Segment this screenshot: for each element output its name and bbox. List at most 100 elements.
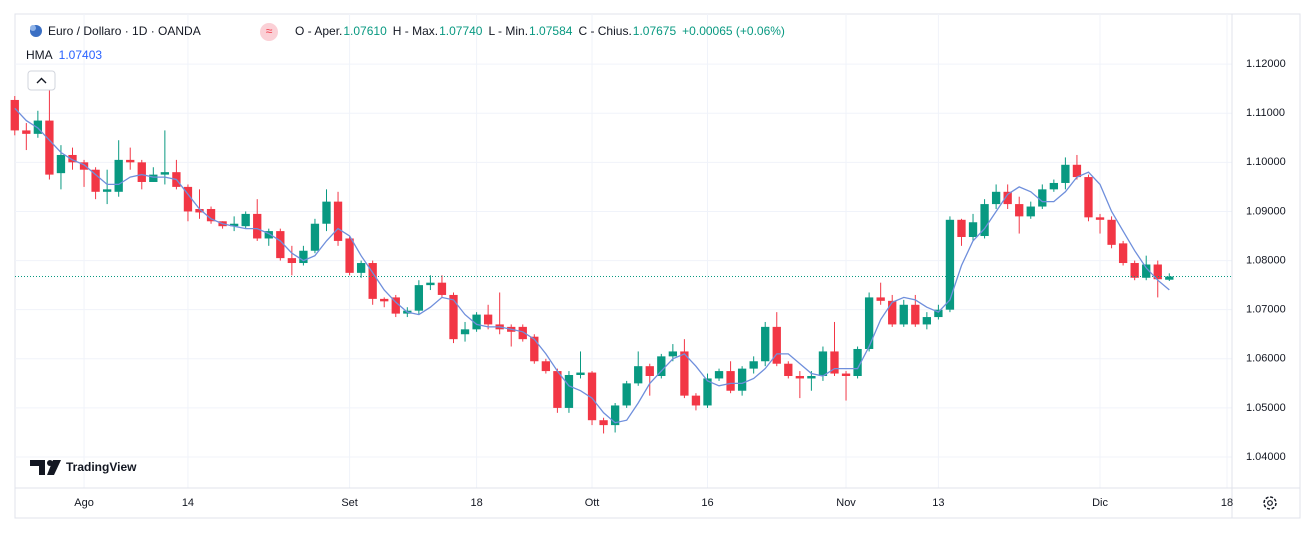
candle-body — [830, 351, 839, 374]
candle-body — [634, 366, 643, 384]
logo-slash — [47, 460, 61, 475]
candle-body — [853, 348, 862, 376]
indicator-value: 1.07403 — [59, 48, 103, 62]
candle-body — [1049, 182, 1059, 190]
candle-body — [1015, 204, 1024, 217]
candle-body — [45, 120, 54, 175]
indicator-line — [14, 107, 1170, 424]
candle-body — [587, 372, 597, 421]
candle-body — [911, 304, 920, 325]
candle-body — [691, 395, 701, 406]
candle-body — [149, 174, 158, 182]
settings-button[interactable] — [1263, 496, 1277, 510]
chart-frame — [14, 13, 1301, 519]
candle-body — [102, 189, 112, 192]
candle-body — [1165, 276, 1174, 280]
watermark: TradingView — [30, 460, 137, 475]
candle-body — [1061, 164, 1070, 183]
candle-body — [287, 258, 297, 264]
y-tick-label: 1.07000 — [1246, 304, 1286, 316]
candle-body — [714, 371, 724, 379]
candle-body — [322, 201, 331, 224]
candle-body — [530, 336, 539, 362]
candle-body — [483, 314, 493, 325]
candle-body — [10, 99, 19, 131]
candle-body — [945, 219, 955, 310]
candle-body — [114, 159, 123, 192]
candle-body — [472, 314, 481, 330]
candle-body — [876, 297, 885, 301]
x-tick-label: Dic — [1092, 497, 1108, 509]
candle-body — [299, 250, 308, 264]
candle-body — [564, 375, 574, 408]
candle-body — [980, 204, 989, 237]
market-status-icon: ≈ — [266, 24, 273, 38]
x-tick-label: Ago — [74, 497, 94, 509]
high-value: 1.07740 — [439, 24, 483, 38]
x-tick-label: 18 — [1221, 497, 1233, 509]
candle-body — [968, 222, 978, 237]
indicator-name: HMA — [26, 48, 53, 62]
candle-body — [1095, 217, 1105, 220]
candle-body — [437, 282, 447, 295]
candle-body — [726, 371, 735, 391]
candle-body — [241, 213, 250, 227]
candle-body — [772, 326, 781, 364]
candle-body — [841, 373, 851, 376]
candle-body — [899, 304, 908, 325]
close-label: C - Chius. — [578, 24, 631, 38]
y-tick-label: 1.10000 — [1246, 156, 1286, 168]
candle-body — [703, 378, 712, 406]
candle-body — [183, 186, 193, 212]
x-tick-label: 13 — [932, 497, 944, 509]
candle-body — [1003, 191, 1012, 205]
y-tick-label: 1.11000 — [1246, 107, 1285, 119]
open-label: O - Aper. — [295, 24, 342, 38]
logo-mark — [30, 460, 45, 475]
candle-body — [229, 223, 239, 227]
candle-body — [737, 368, 747, 391]
candle-body — [957, 219, 966, 237]
candle-body — [22, 130, 31, 134]
y-tick-label: 1.06000 — [1246, 353, 1286, 365]
candle-body — [460, 329, 470, 335]
candle-body — [657, 356, 666, 376]
gear-inner — [1267, 500, 1273, 506]
candle-body — [541, 361, 551, 372]
x-tick-label: 14 — [182, 497, 194, 509]
x-tick-label: Ott — [585, 497, 600, 509]
gear-outer — [1263, 496, 1277, 510]
candle-body — [137, 162, 146, 182]
low-value: 1.07584 — [529, 24, 573, 38]
high-label: H - Max. — [393, 24, 438, 38]
candle-body — [1130, 263, 1139, 278]
candle-body — [310, 223, 320, 251]
candle-body — [576, 372, 585, 376]
candle-body — [553, 371, 562, 408]
collapse-button[interactable] — [27, 70, 56, 91]
candle-body — [864, 297, 874, 349]
candle-body — [645, 366, 654, 376]
candle-body — [1153, 264, 1162, 280]
candle-body — [668, 351, 678, 357]
candle-body — [1026, 206, 1035, 217]
candle-body — [414, 285, 424, 311]
x-tick-label: 18 — [470, 497, 482, 509]
candle-body — [934, 309, 943, 318]
candle-body — [795, 375, 805, 379]
candle-body — [991, 191, 1001, 205]
y-tick-label: 1.09000 — [1246, 205, 1286, 217]
x-tick-label: Nov — [836, 497, 856, 509]
low-label: L - Min. — [488, 24, 528, 38]
candle-body — [1107, 219, 1116, 245]
market-status[interactable] — [260, 23, 278, 41]
candle-body — [680, 351, 689, 396]
candle-body — [1038, 189, 1047, 207]
marks — [10, 88, 1232, 434]
candle-body — [449, 294, 458, 340]
candle-body — [253, 213, 262, 239]
candle-body — [807, 375, 816, 379]
candle-body — [391, 297, 400, 314]
